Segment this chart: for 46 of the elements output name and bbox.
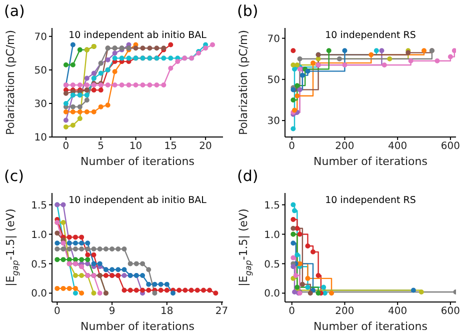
annotation: 10 independent ab initio BAL bbox=[68, 30, 208, 41]
x-tick-label: 600 bbox=[440, 141, 460, 152]
x-tick-label: 0 bbox=[288, 306, 296, 318]
x-axis-title: Number of iterations bbox=[314, 320, 428, 331]
y-axis-title: Polarization (pC/m) bbox=[236, 30, 250, 136]
x-tick-label: 0 bbox=[54, 306, 60, 318]
y-tick-label: 0.5 bbox=[31, 259, 47, 270]
y-tick-label: 30 bbox=[267, 116, 280, 128]
x-tick-label: 200 bbox=[335, 306, 354, 318]
y-tick-label: 70 bbox=[267, 34, 280, 45]
y-tick-label: 0.0 bbox=[264, 288, 280, 300]
x-axis-title: Number of iterations bbox=[314, 155, 428, 168]
y-tick-label: 70 bbox=[34, 32, 47, 43]
y-tick-label: 50 bbox=[34, 65, 47, 76]
annotation: 10 independent ab initio BAL bbox=[68, 195, 208, 206]
chart-title: (b) bbox=[237, 2, 258, 20]
x-axis-title: Number of iterations bbox=[80, 155, 195, 168]
chart-title: (c) bbox=[4, 167, 24, 185]
y-tick-label: 30 bbox=[34, 99, 47, 110]
y-tick-label: 0.5 bbox=[264, 259, 280, 270]
y-tick-label: 10 bbox=[34, 132, 47, 144]
chart-title: (d) bbox=[237, 167, 258, 185]
x-tick-label: 600 bbox=[440, 306, 460, 318]
x-tick-label: 400 bbox=[388, 141, 408, 152]
x-tick-label: 200 bbox=[335, 141, 354, 152]
x-tick-label: 27 bbox=[215, 306, 228, 318]
annotation: 10 independent RS bbox=[324, 30, 417, 41]
y-tick-label: 50 bbox=[267, 74, 280, 86]
x-tick-label: 18 bbox=[160, 306, 174, 318]
y-axis-title: Polarization (pC/m) bbox=[4, 30, 16, 136]
x-axis-title: Number of iterations bbox=[80, 320, 195, 331]
x-tick-label: 20 bbox=[199, 141, 212, 152]
x-tick-label: 10 bbox=[129, 141, 142, 152]
x-tick-label: 9 bbox=[108, 306, 116, 318]
chart-title: (a) bbox=[4, 2, 25, 20]
x-tick-label: 0 bbox=[288, 141, 296, 152]
x-tick-label: 0 bbox=[62, 141, 70, 152]
y-tick-label: 1.5 bbox=[264, 200, 280, 212]
y-tick-label: 1.5 bbox=[31, 200, 47, 212]
y-tick-label: 1.0 bbox=[264, 230, 280, 241]
x-tick-label: 400 bbox=[388, 306, 408, 318]
y-tick-label: 1.0 bbox=[31, 230, 47, 241]
x-tick-label: 5 bbox=[98, 141, 104, 152]
y-tick-label: 0.0 bbox=[31, 288, 47, 300]
annotation: 10 independent RS bbox=[324, 195, 417, 206]
x-tick-label: 15 bbox=[164, 141, 178, 152]
